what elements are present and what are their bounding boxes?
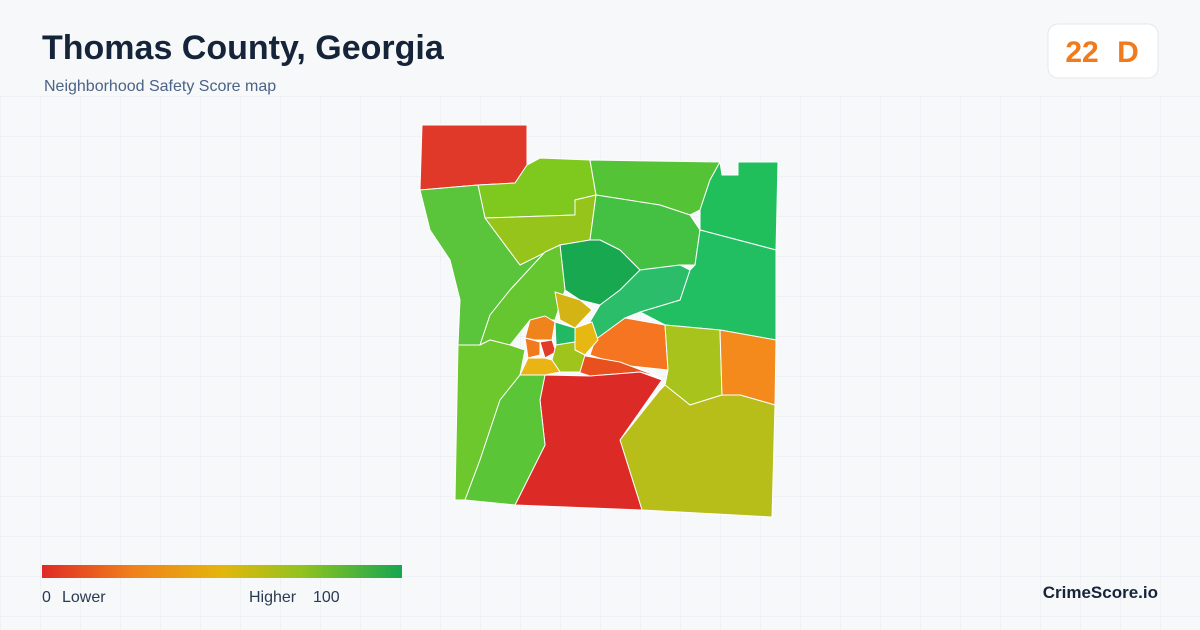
badge-box xyxy=(1047,23,1159,79)
legend-gradient xyxy=(42,565,402,578)
region xyxy=(519,357,561,376)
region xyxy=(464,374,546,506)
legend-min: 0 xyxy=(42,589,51,606)
region xyxy=(419,124,528,191)
region xyxy=(719,329,777,406)
legend-min-label: Lower xyxy=(62,589,106,606)
region xyxy=(619,384,776,518)
score-value: 22 xyxy=(1065,36,1098,69)
subtitle: Neighborhood Safety Score map xyxy=(44,78,276,95)
score-badge: 22 D xyxy=(1047,23,1159,79)
county-map xyxy=(419,124,779,518)
legend-max: 100 xyxy=(313,589,340,606)
region xyxy=(524,337,541,359)
title: Thomas County, Georgia xyxy=(42,29,445,67)
region xyxy=(699,161,779,251)
legend-max-label: Higher xyxy=(249,589,297,606)
region xyxy=(554,291,593,329)
region xyxy=(639,229,777,341)
score-grade: D xyxy=(1117,36,1139,69)
brand: CrimeScore.io xyxy=(1043,583,1158,602)
